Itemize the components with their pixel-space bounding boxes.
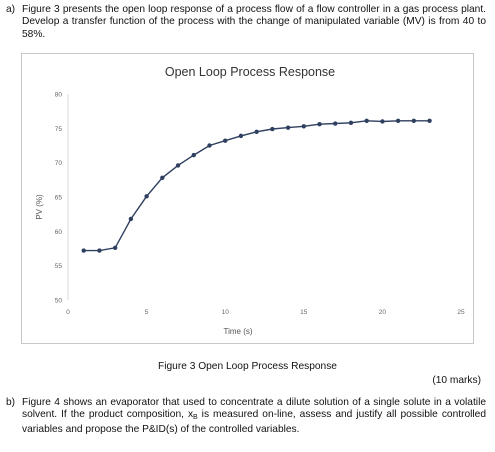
data-point — [301, 124, 306, 129]
marks-label: (10 marks) — [432, 375, 481, 386]
data-point — [380, 119, 385, 124]
chart-container: Open Loop Process Response 50 55 60 65 70 75 8… — [21, 53, 474, 344]
chart-title: Open Loop Process Response — [165, 65, 335, 79]
question-b-subscript: B — [193, 414, 198, 422]
question-a: a) Figure 3 presents the open loop respo… — [6, 4, 486, 41]
x-tick-label: 10 — [222, 309, 230, 316]
data-point — [270, 126, 275, 132]
data-point — [191, 152, 196, 158]
data-point — [348, 120, 354, 126]
data-point — [207, 143, 212, 148]
question-b: b) Figure 4 shows an evaporator that use… — [6, 397, 486, 437]
data-point — [112, 245, 118, 251]
y-tick-label: 75 — [55, 126, 63, 133]
question-b-text-before: Figure 4 shows an evaporator that used t… — [22, 397, 486, 421]
data-point — [238, 133, 244, 139]
data-point — [254, 129, 259, 134]
data-point — [317, 122, 322, 127]
data-point — [333, 121, 338, 126]
question-a-label: a) — [6, 4, 16, 15]
data-point — [81, 248, 86, 253]
question-b-label: b) — [6, 397, 16, 408]
y-tick-label: 80 — [55, 92, 63, 99]
data-point — [160, 175, 165, 180]
question-b-text-after: is measured on-line, assess and justify … — [22, 409, 486, 436]
data-point — [285, 125, 291, 130]
x-tick-label: 25 — [457, 309, 465, 316]
data-point — [175, 163, 181, 168]
series-line — [83, 120, 430, 252]
open-loop-chart: Open Loop Process Response 5055606570758… — [35, 65, 465, 336]
x-tick-label: 15 — [300, 309, 308, 316]
data-point — [144, 194, 149, 199]
question-b-text: Figure 4 shows an evaporator that used t… — [22, 397, 486, 437]
data-point — [97, 248, 102, 253]
y-tick-label: 60 — [55, 229, 63, 236]
x-axis-label: Time (s) — [223, 327, 252, 336]
y-tick-label: 55 — [55, 263, 63, 270]
question-a-text: Figure 3 presents the open loop response… — [22, 4, 486, 40]
x-tick-label: 20 — [379, 309, 387, 316]
x-tick-label: 0 — [66, 309, 70, 316]
data-point — [364, 118, 369, 123]
data-point — [128, 216, 134, 222]
y-tick-label: 70 — [55, 160, 63, 167]
figure-caption: Figure 3 Open Loop Process Response — [158, 361, 337, 372]
data-point — [427, 118, 432, 123]
data-point — [411, 118, 417, 123]
y-tick-label: 50 — [55, 298, 63, 305]
data-point — [223, 138, 228, 143]
y-tick-label: 65 — [55, 195, 63, 202]
y-axis-label: PV (%) — [35, 194, 44, 220]
x-tick-label: 5 — [145, 309, 149, 316]
data-point — [395, 118, 401, 123]
